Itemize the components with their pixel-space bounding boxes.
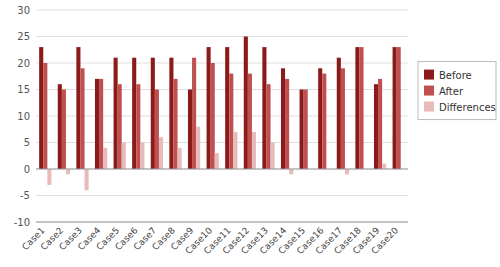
chart-container: -10 -5 0 5 10 15 20 25 30 Case1Case2Case3Case4Cas…	[0, 0, 500, 267]
bar	[382, 164, 386, 169]
bar	[196, 127, 200, 169]
y-tick-label: 0	[24, 164, 30, 175]
bar	[252, 132, 256, 169]
bar	[359, 47, 363, 169]
bar	[244, 37, 248, 170]
bar	[262, 47, 266, 169]
bar	[99, 79, 103, 169]
grid-line	[36, 10, 408, 11]
bar	[159, 137, 163, 169]
bar	[322, 74, 326, 169]
grid-line	[36, 89, 408, 90]
bar	[207, 47, 211, 169]
bar	[378, 79, 382, 169]
bar	[281, 68, 285, 169]
bar	[136, 84, 140, 169]
x-tick-label: Case20	[369, 225, 400, 256]
legend-swatch	[424, 86, 434, 96]
bar	[304, 90, 308, 170]
zero-line	[36, 169, 408, 170]
bar	[192, 58, 196, 169]
bar	[355, 47, 359, 169]
bar	[62, 90, 66, 170]
y-tick-label: 30	[17, 5, 30, 16]
grid	[36, 10, 408, 222]
bar	[266, 84, 270, 169]
y-tick-label: 20	[17, 58, 30, 69]
bar	[233, 132, 237, 169]
grid-line	[36, 195, 408, 196]
bar	[47, 169, 51, 185]
bar	[271, 143, 275, 170]
y-tick-label: -5	[20, 190, 30, 201]
bar	[155, 90, 159, 170]
bar	[211, 63, 215, 169]
y-tick-label: 5	[24, 137, 30, 148]
bar	[397, 47, 401, 169]
bar	[225, 47, 229, 169]
bar	[122, 143, 126, 170]
bar	[58, 84, 62, 169]
chart: -10 -5 0 5 10 15 20 25 30 Case1Case2Case3Case4Cas…	[0, 0, 500, 267]
bar	[132, 58, 136, 169]
y-tick-label: -10	[14, 217, 30, 228]
bar	[85, 169, 89, 190]
grid-line	[36, 169, 408, 170]
grid-line	[36, 63, 408, 64]
bar	[345, 169, 349, 174]
legend-swatch	[424, 70, 434, 80]
bar	[188, 90, 192, 170]
y-tick-label: 15	[17, 84, 30, 95]
bar	[337, 58, 341, 169]
bar	[300, 90, 304, 170]
bar	[248, 74, 252, 169]
legend: Before After Differences	[418, 62, 496, 120]
bar	[178, 148, 182, 169]
legend-label: Differences	[439, 102, 496, 113]
bar	[66, 169, 70, 174]
legend-label: Before	[439, 70, 472, 81]
bar	[215, 153, 219, 169]
bars	[39, 37, 401, 191]
bar	[285, 79, 289, 169]
bar	[318, 68, 322, 169]
bar	[80, 68, 84, 169]
y-tick-label: 25	[17, 31, 30, 42]
grid-line	[36, 116, 408, 117]
bar	[39, 47, 43, 169]
bar	[341, 68, 345, 169]
x-axis-line	[36, 222, 408, 223]
legend-swatch	[424, 102, 434, 112]
grid-line	[36, 142, 408, 143]
bar	[229, 74, 233, 169]
bar	[103, 148, 107, 169]
bar	[76, 47, 80, 169]
bar	[118, 84, 122, 169]
bar	[374, 84, 378, 169]
bar	[151, 58, 155, 169]
legend-label: After	[439, 86, 464, 97]
bar	[114, 58, 118, 169]
legend-frame	[418, 62, 496, 120]
y-axis: -10 -5 0 5 10 15 20 25 30	[14, 5, 30, 228]
bar	[393, 47, 397, 169]
bar	[173, 79, 177, 169]
y-tick-label: 10	[17, 111, 30, 122]
grid-line	[36, 36, 408, 37]
bar	[289, 169, 293, 174]
x-axis: Case1Case2Case3Case4Case5Case6Case7Case8…	[20, 225, 400, 256]
bar	[95, 79, 99, 169]
grid-line	[36, 222, 408, 223]
bar	[169, 58, 173, 169]
bar	[140, 143, 144, 170]
bar	[43, 63, 47, 169]
